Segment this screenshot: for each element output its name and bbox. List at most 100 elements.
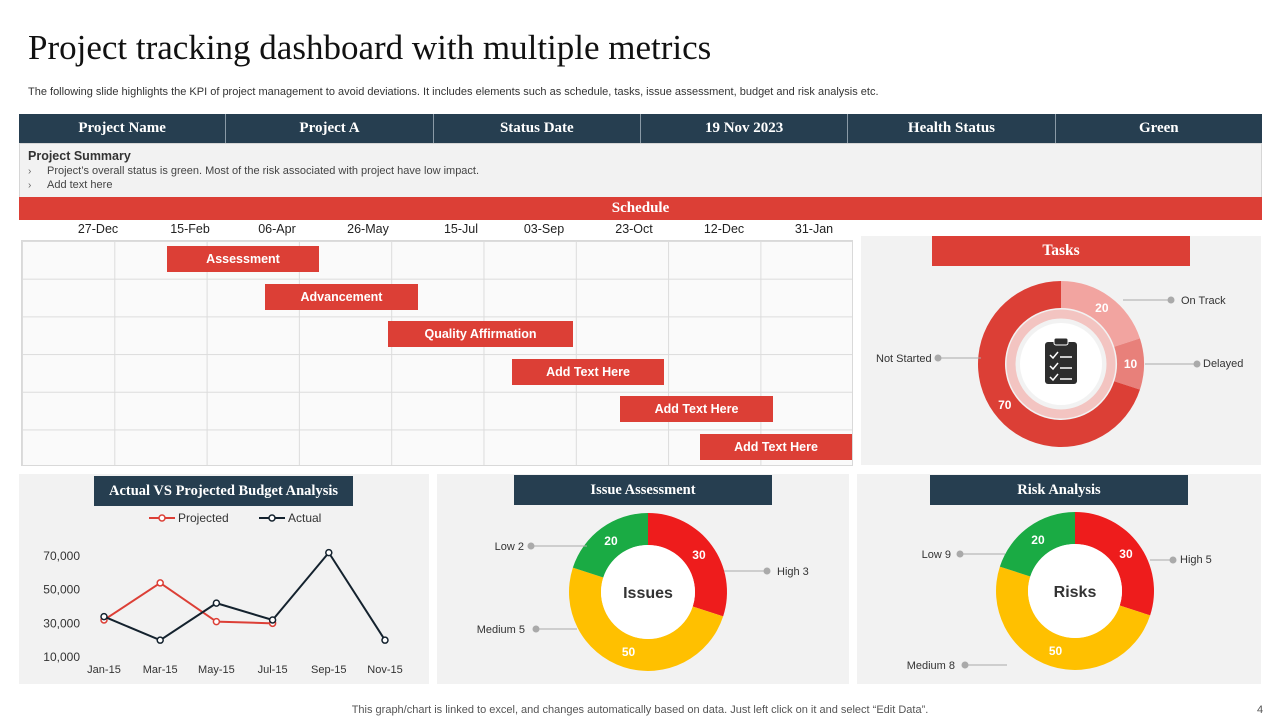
donut-value-label: 20 [1031,533,1045,547]
donut-slice [999,512,1075,577]
chevron-right-icon: › [28,166,32,177]
donut-center-label: Risks [1054,584,1097,601]
header-project-value: Project A [226,114,434,143]
tasks-title: Tasks [932,236,1190,266]
gantt-task-bar: Add Text Here [700,434,852,460]
donut-legend-label: Low 9 [922,549,951,561]
donut-value-label: 50 [1049,644,1063,658]
budget-chart-group: 10,000 30,000 50,000 70,000 Jan-15 Mar-15 May-… [43,511,402,676]
gantt-task-bar: Advancement [265,284,418,310]
donut-center-label: Issues [623,585,673,602]
tasks-legend-label: On Track [1181,295,1226,307]
tasks-donut-chart: 20 10 70 On Track Delayed Not Started [876,281,1243,447]
budget-data-point [325,548,333,557]
budget-series-line [103,581,273,625]
donut-center [601,545,695,639]
page-number: 4 [1257,704,1264,716]
budget-y-tick-label: 50,000 [43,583,80,597]
tasks-donut-group: 20 10 70 On Track Delayed Not Started [876,281,1243,447]
project-header-table: Project Name Project A Status Date 19 No… [19,114,1262,143]
gantt-task-bar: Quality Affirmation [388,321,573,347]
budget-x-tick-label: Jan-15 [87,664,121,676]
budget-series-line [103,550,386,642]
checkmark [1049,373,1059,382]
header-project-name-label: Project Name [19,114,227,143]
schedule-date-tick: 31-Jan [794,222,834,236]
budget-title: Actual VS Projected Budget Analysis [94,476,353,506]
summary-line: › Project’s overall status is green. Most… [28,165,479,177]
clipboard-board [1045,342,1077,384]
schedule-date-tick: 26-May [347,222,389,236]
header-status-date-value: 19 Nov 2023 [641,114,849,143]
leader-dot [956,550,964,558]
budget-panel [19,474,429,684]
issue-donut-chart: 30 50 20 Issues High 3 Medium 5 Low 2 [477,513,809,671]
clipboard-clip [1053,337,1069,346]
footer-note: This graph/chart is linked to excel, and… [351,704,929,716]
header-health-status-value: Green [1138,120,1179,136]
tasks-slice [1114,338,1144,390]
summary-line-text: Add text here [47,179,113,191]
page-subtitle: The following slide highlights the KPI o… [28,86,879,98]
budget-data-point [100,612,108,621]
issue-title: Issue Assessment [514,475,772,505]
tasks-value-label: 70 [998,398,1012,412]
budget-y-tick-label: 70,000 [43,549,80,563]
donut-slice [648,513,727,617]
chevron-right-icon: › [28,180,32,191]
schedule-date-tick: 03-Sep [523,222,565,236]
budget-x-tick-label: May-15 [198,664,235,676]
leader-dot [961,661,969,669]
donut-legend-label: Medium 5 [477,624,525,636]
budget-x-tick-label: Sep-15 [311,664,346,676]
schedule-date-tick: 12-Dec [703,222,745,236]
leader-dot [532,625,540,633]
leader-dot [527,542,535,550]
risk-donut-group: 30 50 20 Risks High 5 Medium 8 Low 9 [907,512,1212,672]
risk-title: Risk Analysis [930,475,1188,505]
summary-title: Project Summary [28,149,131,163]
leader-dot [1193,360,1201,368]
donut-value-label: 30 [1119,547,1133,561]
budget-x-tick-label: Nov-15 [367,664,402,676]
page-title: Project tracking dashboard with multiple… [28,28,712,67]
schedule-date-tick: 27-Dec [77,222,119,236]
clipboard-checklist-icon [1045,337,1077,384]
schedule-date-tick: 15-Jul [443,222,479,236]
risk-donut-chart: 30 50 20 Risks High 5 Medium 8 Low 9 [907,512,1212,672]
tasks-value-label: 10 [1124,357,1138,371]
summary-line: › Add text here [28,179,112,191]
schedule-gantt-grid [21,240,853,466]
legend-marker [158,514,166,522]
donut-slice [1075,512,1154,616]
budget-data-point [212,599,221,607]
leader-dot [1167,296,1175,304]
checkmark [1049,362,1059,371]
tasks-slice [978,281,1140,447]
schedule-title: Schedule [19,197,1262,220]
gantt-task-bar: Add Text Here [512,359,664,385]
header-status-date-label: Status Date [434,114,641,143]
leader-dot [934,354,942,362]
tasks-value-label: 20 [1095,301,1109,315]
gantt-task-bar: Add Text Here [620,396,773,422]
budget-x-tick-label: Mar-15 [143,664,178,676]
budget-data-point [212,617,221,626]
schedule-date-tick: 06-Apr [258,222,296,236]
budget-line-chart: 10,000 30,000 50,000 70,000 Jan-15 Mar-15 May-… [43,511,402,676]
checkmark [1049,351,1059,360]
donut-slice [572,513,648,578]
legend-marker [268,514,276,522]
budget-x-tick-label: Jul-15 [258,664,288,676]
header-health-status-label: Health Status [848,114,1056,143]
tasks-legend-label: Delayed [1203,358,1243,370]
donut-legend-label: Low 2 [495,541,524,553]
budget-y-tick-label: 10,000 [43,650,80,664]
schedule-date-tick: 15-Feb [170,222,210,236]
budget-data-point [156,636,164,644]
donut-slice [996,566,1151,670]
budget-data-point [156,579,164,587]
donut-center [1028,544,1122,638]
donut-legend-label: High 5 [1180,554,1212,566]
tasks-inner-ring [1006,309,1116,419]
